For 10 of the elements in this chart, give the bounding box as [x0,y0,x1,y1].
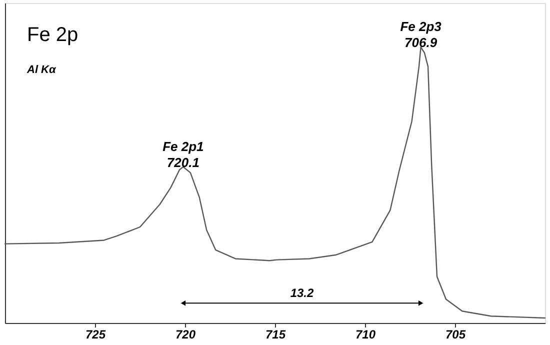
text: Al Kα [26,64,57,76]
x-tick-label: 720 [175,328,196,342]
x-tick-label: 705 [445,328,466,342]
chart-title: Fe 2p [27,24,78,46]
x-tick-label: 715 [265,328,286,342]
x-tick-label: 710 [355,328,376,342]
annotation: Fe 2p1 720.1 [162,138,204,170]
annotation: 13.2 [290,286,314,300]
annotation: Fe 2p3 706.9 [400,19,442,50]
x-tick-label: 725 [85,328,106,342]
